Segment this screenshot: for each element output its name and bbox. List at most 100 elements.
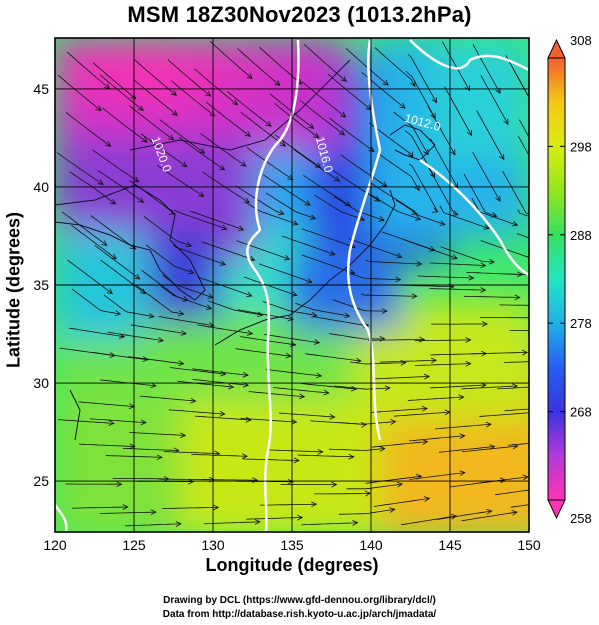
streamline bbox=[400, 515, 457, 526]
streamline bbox=[476, 110, 505, 160]
streamline-arrow bbox=[129, 443, 136, 450]
streamline bbox=[300, 383, 357, 390]
streamline-arrow bbox=[382, 79, 389, 86]
streamline-arrow bbox=[537, 114, 542, 120]
streamline bbox=[237, 309, 294, 320]
streamline-arrow bbox=[358, 215, 366, 221]
streamline bbox=[71, 288, 121, 315]
streamline-arrow bbox=[465, 360, 472, 367]
streamline bbox=[236, 240, 290, 260]
streamline bbox=[429, 262, 486, 266]
streamline bbox=[349, 361, 406, 365]
streamline-arrow bbox=[134, 273, 141, 280]
streamline bbox=[57, 419, 114, 424]
streamline-arrow bbox=[314, 162, 322, 169]
streamline-arrow bbox=[348, 453, 355, 460]
streamline-arrow bbox=[480, 262, 487, 269]
colorbar: 258 268 278 288 298 308 bbox=[547, 33, 592, 526]
streamline-arrow bbox=[542, 163, 547, 169]
streamline bbox=[348, 238, 402, 258]
streamline bbox=[92, 62, 137, 100]
streamline-arrow bbox=[256, 311, 264, 318]
streamline bbox=[139, 395, 196, 402]
streamline-arrow bbox=[503, 118, 509, 125]
streamline-arrow bbox=[480, 287, 487, 293]
streamline bbox=[97, 169, 144, 203]
streamline-arrow bbox=[468, 275, 475, 281]
streamline-arrow bbox=[137, 105, 144, 111]
streamline-arrow bbox=[150, 382, 157, 389]
wind-streamlines bbox=[56, 41, 547, 527]
streamline-arrow bbox=[114, 310, 122, 316]
streamline bbox=[57, 74, 102, 111]
streamline bbox=[274, 134, 321, 168]
streamline-arrow bbox=[148, 313, 155, 319]
streamline-arrow bbox=[514, 294, 521, 301]
streamline-arrow bbox=[395, 276, 402, 283]
streamline-arrow bbox=[190, 397, 197, 404]
streamline-arrow bbox=[378, 216, 385, 222]
streamline-arrow bbox=[531, 315, 536, 320]
streamline bbox=[480, 75, 509, 125]
streamline bbox=[370, 182, 418, 215]
streamline bbox=[162, 507, 219, 509]
streamline-arrow bbox=[156, 454, 163, 461]
streamline-arrow bbox=[293, 457, 300, 464]
streamline-arrow bbox=[185, 241, 193, 247]
streamline-arrow bbox=[297, 514, 304, 521]
streamline bbox=[495, 489, 529, 496]
streamline-arrow bbox=[140, 419, 147, 426]
x-tick-label: 145 bbox=[438, 537, 462, 553]
streamline bbox=[99, 511, 156, 514]
streamline-arrow bbox=[139, 288, 147, 295]
streamline bbox=[314, 194, 365, 221]
streamline-arrow bbox=[317, 448, 324, 455]
y-tick-label: 45 bbox=[33, 81, 49, 97]
streamline bbox=[158, 316, 214, 327]
streamline bbox=[163, 451, 220, 454]
streamline bbox=[371, 408, 428, 413]
streamline-arrow bbox=[511, 510, 518, 516]
streamline bbox=[407, 396, 464, 401]
streamline bbox=[438, 446, 495, 453]
streamline bbox=[345, 48, 389, 86]
streamline bbox=[130, 324, 187, 335]
streamline-arrow bbox=[481, 321, 488, 327]
streamline bbox=[303, 174, 351, 207]
streamline bbox=[463, 173, 497, 217]
streamline-arrow bbox=[150, 509, 157, 516]
streamline bbox=[407, 54, 437, 103]
streamline-arrow bbox=[219, 260, 227, 266]
streamline bbox=[243, 458, 300, 461]
streamline-arrow bbox=[429, 171, 436, 179]
streamline bbox=[201, 241, 255, 261]
streamline-arrow bbox=[278, 209, 285, 216]
streamline bbox=[329, 333, 385, 340]
streamline-arrow bbox=[109, 198, 117, 205]
streamline bbox=[428, 167, 459, 216]
streamline-arrow bbox=[205, 304, 213, 310]
streamline-arrow bbox=[530, 410, 535, 415]
streamline bbox=[156, 165, 205, 197]
streamline bbox=[103, 294, 154, 318]
streamline-arrow bbox=[368, 146, 375, 152]
streamline-arrow bbox=[416, 260, 423, 267]
streamline bbox=[177, 380, 234, 388]
streamline-arrow bbox=[480, 382, 487, 389]
colorbar-tick-label: 268 bbox=[570, 405, 592, 420]
streamline-arrow bbox=[390, 419, 397, 425]
streamline bbox=[168, 409, 225, 415]
streamline-arrow bbox=[399, 102, 406, 109]
streamline-arrow bbox=[488, 258, 495, 265]
streamline-arrow bbox=[389, 507, 396, 513]
streamline-arrow bbox=[231, 99, 239, 106]
streamline-arrow bbox=[452, 182, 459, 189]
streamline bbox=[90, 215, 136, 250]
streamline-arrow bbox=[187, 268, 195, 275]
streamline bbox=[273, 387, 329, 394]
isobar-1020 bbox=[246, 39, 300, 532]
streamline bbox=[145, 244, 194, 274]
credit-line-1: Drawing by DCL (https://www.gfd-dennou.o… bbox=[163, 595, 436, 606]
streamline bbox=[301, 81, 346, 118]
